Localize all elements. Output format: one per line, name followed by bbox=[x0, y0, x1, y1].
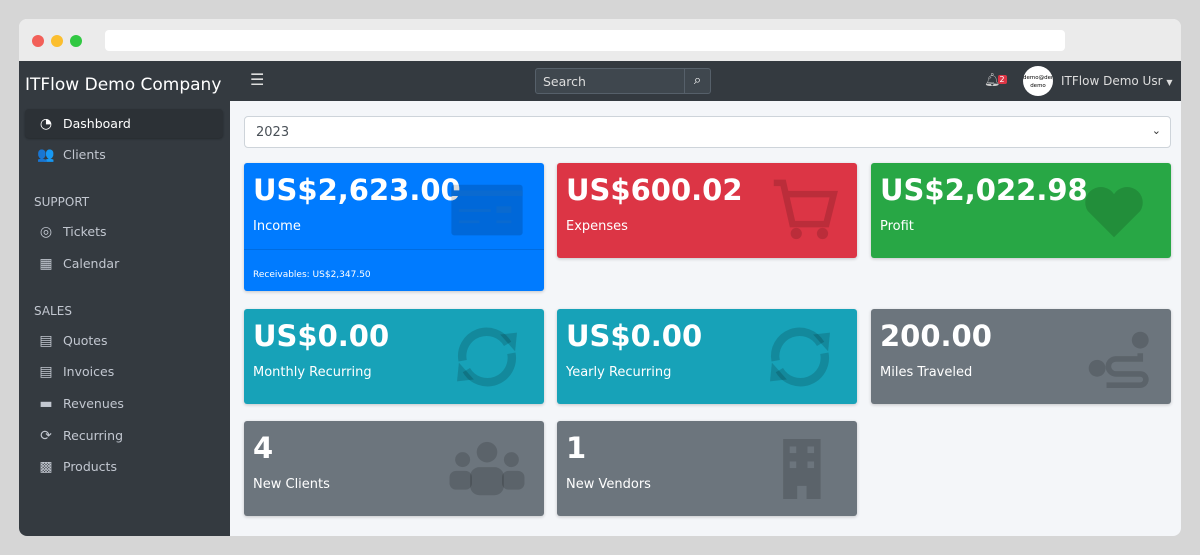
sidebar-item-clients[interactable]: 👥 Clients bbox=[37, 146, 106, 163]
stat-card-expenses[interactable]: US$600.02 Expenses bbox=[557, 163, 857, 258]
stat-card-profit[interactable]: US$2,022.98 Profit bbox=[871, 163, 1171, 258]
caret-down-icon: ▼ bbox=[1166, 78, 1173, 87]
search-input[interactable]: Search bbox=[535, 68, 685, 94]
stat-card-miles-traveled[interactable]: 200.00 Miles Traveled bbox=[871, 309, 1171, 404]
calendar-icon: ▦ bbox=[39, 255, 53, 272]
search-icon: ⌕ bbox=[693, 73, 702, 88]
maximize-dot[interactable] bbox=[70, 35, 82, 47]
card-label: Profit bbox=[880, 219, 914, 234]
sync-icon bbox=[770, 327, 830, 387]
main-content: 2023 ⌄ US$2,623.00 Income Receivables: US… bbox=[230, 101, 1181, 536]
bell-icon: 🔔︎ bbox=[984, 73, 1001, 88]
shopping-cart-icon bbox=[773, 179, 838, 240]
notifications-button[interactable]: 🔔︎2 bbox=[984, 73, 1010, 88]
browser-chrome bbox=[19, 19, 1181, 61]
box-icon: ▩ bbox=[39, 458, 53, 475]
chevron-down-icon: ⌄ bbox=[1151, 124, 1161, 137]
credit-card-icon bbox=[451, 184, 523, 236]
card-label: Miles Traveled bbox=[880, 365, 973, 380]
card-footer: Receivables: US$2,347.50 bbox=[244, 249, 544, 291]
sidebar-item-calendar[interactable]: ▦ Calendar bbox=[25, 249, 223, 278]
card-label: Expenses bbox=[566, 219, 628, 234]
section-sales: SALES bbox=[34, 304, 72, 318]
card-label: New Clients bbox=[253, 477, 330, 492]
card-value: US$0.00 bbox=[253, 319, 390, 353]
sidebar-item-revenues[interactable]: ▬ Revenues bbox=[25, 389, 223, 418]
tachometer-icon: ◔ bbox=[39, 115, 53, 132]
file-quote-icon: ▤ bbox=[39, 332, 53, 349]
stat-card-new-clients[interactable]: 4 New Clients bbox=[244, 421, 544, 516]
sync-icon bbox=[457, 327, 517, 387]
stat-card-new-vendors[interactable]: 1 New Vendors bbox=[557, 421, 857, 516]
sync-icon: ⟳ bbox=[40, 427, 52, 444]
top-navbar: ☰ Search ⌕ 🔔︎2 demo@demo demo ITFlow Dem… bbox=[230, 61, 1181, 101]
year-select[interactable]: 2023 ⌄ bbox=[244, 116, 1171, 148]
sidebar-item-tickets[interactable]: ◎ Tickets bbox=[25, 217, 223, 246]
section-support: SUPPORT bbox=[34, 195, 90, 209]
close-dot[interactable] bbox=[32, 35, 44, 47]
route-icon bbox=[1088, 331, 1149, 388]
card-label: Income bbox=[253, 219, 301, 234]
stat-card-yearly-recurring[interactable]: US$0.00 Yearly Recurring bbox=[557, 309, 857, 404]
card-label: Yearly Recurring bbox=[566, 365, 672, 380]
avatar[interactable]: demo@demo demo bbox=[1023, 66, 1053, 96]
users-icon: 👥 bbox=[37, 146, 55, 163]
card-value: US$600.02 bbox=[566, 173, 743, 207]
heart-icon bbox=[1085, 186, 1143, 238]
company-brand[interactable]: ITFlow Demo Company bbox=[25, 75, 222, 95]
card-value: US$2,623.00 bbox=[253, 173, 461, 207]
sidebar-item-products[interactable]: ▩ Products bbox=[25, 452, 223, 481]
notification-badge: 2 bbox=[997, 75, 1007, 84]
address-bar[interactable] bbox=[105, 30, 1065, 51]
card-value: 200.00 bbox=[880, 319, 992, 353]
sidebar-item-recurring[interactable]: ⟳ Recurring bbox=[25, 421, 223, 450]
card-value: 4 bbox=[253, 431, 274, 465]
credit-card-icon: ▬ bbox=[39, 395, 53, 412]
card-label: New Vendors bbox=[566, 477, 651, 492]
browser-window: ITFlow Demo Company ◔ Dashboard 👥 Clients … bbox=[19, 19, 1181, 536]
sidebar-item-quotes[interactable]: ▤ Quotes bbox=[25, 326, 223, 355]
sidebar-item-invoices[interactable]: ▤ Invoices bbox=[25, 357, 223, 386]
card-value: US$2,022.98 bbox=[880, 173, 1088, 207]
users-icon bbox=[449, 441, 525, 496]
card-label: Monthly Recurring bbox=[253, 365, 372, 380]
life-ring-icon: ◎ bbox=[39, 223, 53, 240]
file-invoice-icon: ▤ bbox=[39, 363, 53, 380]
hamburger-menu-icon[interactable]: ☰ bbox=[250, 70, 265, 89]
building-icon bbox=[783, 439, 821, 499]
sidebar: ITFlow Demo Company ◔ Dashboard 👥 Clients … bbox=[19, 61, 230, 536]
minimize-dot[interactable] bbox=[51, 35, 63, 47]
stat-card-income[interactable]: US$2,623.00 Income Receivables: US$2,347… bbox=[244, 163, 544, 291]
search-button[interactable]: ⌕ bbox=[684, 68, 711, 94]
stat-card-monthly-recurring[interactable]: US$0.00 Monthly Recurring bbox=[244, 309, 544, 404]
card-value: 1 bbox=[566, 431, 587, 465]
card-value: US$0.00 bbox=[566, 319, 703, 353]
sidebar-item-dashboard[interactable]: ◔ Dashboard bbox=[25, 109, 223, 138]
user-menu[interactable]: ITFlow Demo Usr ▼ bbox=[1061, 74, 1173, 88]
